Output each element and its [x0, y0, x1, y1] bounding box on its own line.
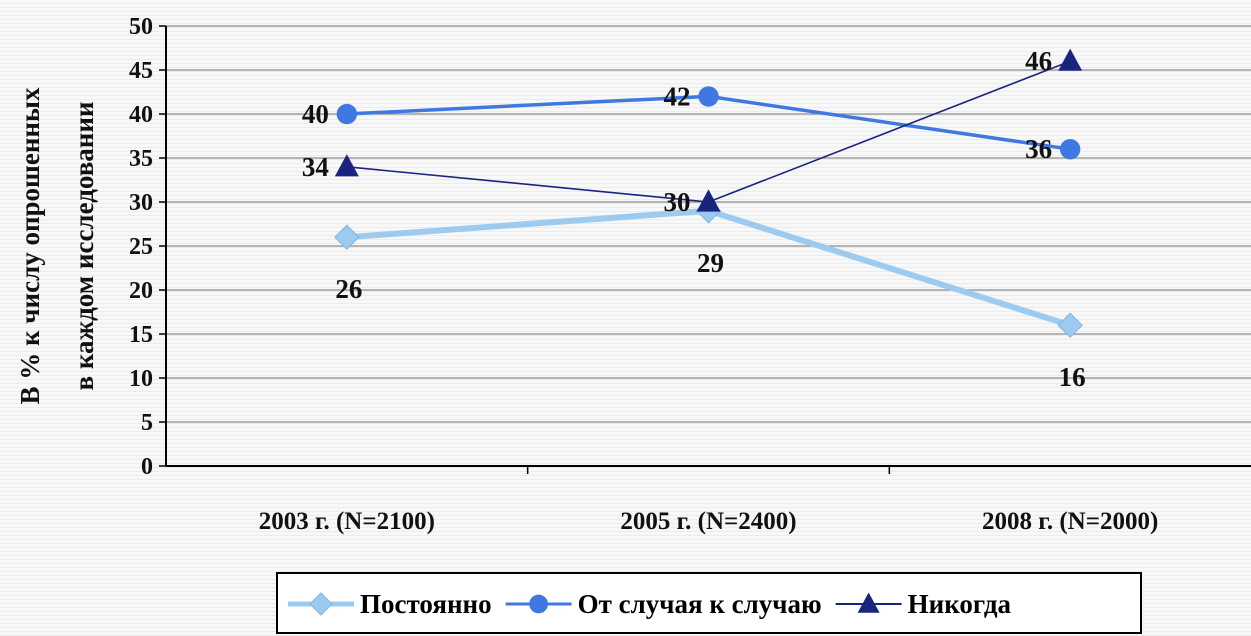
legend-item: Постоянно: [288, 589, 492, 619]
y-axis-label-line: в каждом исследовании: [69, 102, 99, 391]
y-axis-label-line: В % к числу опрошенных: [15, 87, 45, 405]
legend-circle-marker: [529, 594, 548, 614]
data-label: 26: [335, 274, 362, 304]
legend-item: От случая к случаю: [505, 589, 822, 619]
x-tick-label: 2005 г. (N=2400): [620, 508, 796, 535]
data-label: 30: [664, 187, 691, 217]
y-tick-label: 30: [129, 190, 153, 216]
legend-label: От случая к случаю: [578, 589, 822, 619]
data-label: 34: [302, 152, 329, 182]
series-2: [334, 48, 1083, 212]
y-tick-label: 25: [129, 234, 153, 260]
data-label: 42: [664, 81, 691, 111]
y-tick-label: 10: [129, 366, 153, 392]
legend-label: Постоянно: [360, 589, 492, 619]
series-lines: [334, 48, 1083, 338]
legend-label: Никогда: [908, 589, 1012, 619]
y-tick-label: 50: [129, 14, 153, 40]
data-label: 36: [1025, 134, 1052, 164]
triangle-marker: [334, 154, 359, 177]
y-tick-label: 15: [129, 322, 153, 348]
data-label: 46: [1025, 46, 1052, 76]
diamond-marker: [334, 224, 360, 250]
y-tick-label: 35: [129, 146, 153, 172]
circle-marker: [1059, 139, 1081, 160]
line-chart: В % к числу опрошенных в каждом исследова…: [15, 14, 1251, 535]
y-tick-label: 40: [129, 102, 153, 128]
series-1: [336, 86, 1081, 160]
y-tick-labels: 0 5 10 15 20 25 30 35 40 45 50: [129, 14, 153, 480]
x-tick-labels: 2003 г. (N=2100) 2005 г. (N=2400) 2008 г. …: [259, 508, 1159, 535]
diamond-marker: [1057, 312, 1083, 338]
triangle-marker: [1058, 48, 1083, 71]
data-label: 29: [697, 248, 724, 278]
data-labels: 26 29 16 40 42 36 34 30 46: [302, 46, 1086, 392]
axes: [165, 26, 1251, 474]
x-tick-label: 2008 г. (N=2000): [982, 508, 1158, 535]
data-label: 40: [302, 99, 329, 129]
y-tick-label: 45: [129, 58, 153, 84]
legend-diamond-marker: [309, 592, 333, 616]
legend: Постоянно От случая к случаю Никогда: [276, 572, 1142, 634]
y-tick-label: 20: [129, 278, 153, 304]
legend-triangle-marker: [857, 592, 880, 613]
triangle-marker: [696, 189, 721, 212]
legend-item: Никогда: [835, 589, 1012, 619]
y-tick-label: 5: [141, 410, 153, 436]
circle-marker: [336, 103, 358, 125]
x-tick-label: 2003 г. (N=2100): [259, 508, 435, 535]
y-axis-label: В % к числу опрошенных в каждом исследова…: [15, 87, 99, 405]
circle-marker: [698, 86, 719, 107]
data-label: 16: [1059, 362, 1086, 392]
y-tick-label: 0: [141, 454, 153, 480]
